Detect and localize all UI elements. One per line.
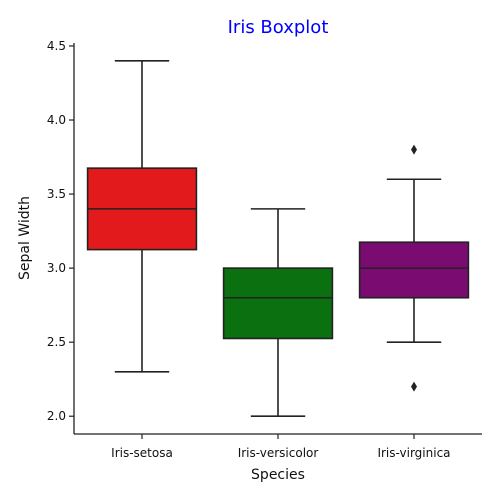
- box: [358, 241, 470, 299]
- y-axis-ticks: 2.0 2.5 3.0 3.5 4.0 4.5: [47, 39, 74, 423]
- box-series: [86, 59, 470, 418]
- outlier-point: [411, 381, 417, 392]
- box-group-iris-versicolor: [222, 208, 334, 418]
- x-tick-label: Iris-versicolor: [238, 446, 319, 460]
- x-axis-label: Species: [251, 467, 305, 483]
- box: [222, 267, 334, 340]
- outlier-point: [411, 144, 417, 155]
- box-group-iris-virginica: [358, 144, 470, 392]
- x-axis-ticks: Iris-setosa Iris-versicolor Iris-virginica: [111, 434, 451, 460]
- y-tick-label: 2.5: [47, 335, 66, 349]
- x-tick-label: Iris-setosa: [111, 446, 173, 460]
- x-tick-label: Iris-virginica: [377, 446, 450, 460]
- y-tick-label: 3.0: [47, 261, 66, 275]
- y-tick-label: 2.0: [47, 409, 66, 423]
- y-axis-label: Sepal Width: [17, 196, 33, 280]
- y-tick-label: 3.5: [47, 187, 66, 201]
- y-tick-label: 4.5: [47, 39, 66, 53]
- y-tick-label: 4.0: [47, 113, 66, 127]
- chart-title: Iris Boxplot: [228, 17, 329, 38]
- box-group-iris-setosa: [86, 59, 198, 373]
